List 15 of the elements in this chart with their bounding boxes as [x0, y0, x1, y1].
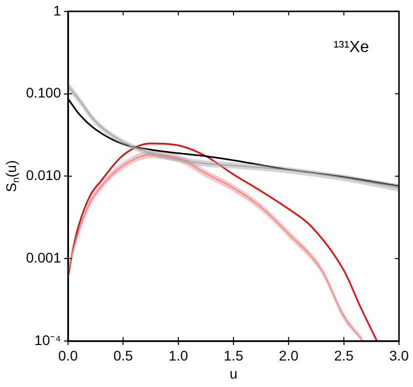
x-tick-label: 1.0: [168, 347, 188, 364]
x-tick-label: 3.0: [389, 347, 409, 364]
x-tick-label: 2.0: [278, 347, 299, 364]
x-tick-label: 1.5: [224, 347, 244, 364]
x-tick-label: 0.0: [58, 347, 78, 364]
y-tick-label: 0.001: [26, 249, 62, 266]
x-tick-label: 0.5: [113, 347, 134, 364]
annotation: ¹³¹Xe: [333, 38, 370, 56]
y-axis-title: Sn(u): [2, 160, 22, 192]
x-axis-title: u: [230, 365, 238, 382]
y-tick-label: 1: [53, 2, 62, 18]
y-tick-label: 10⁻⁴: [34, 332, 61, 348]
y-tick-label: 0.100: [26, 84, 62, 101]
x-tick-label: 2.5: [334, 347, 354, 364]
y-tick-label: 0.010: [26, 167, 62, 184]
